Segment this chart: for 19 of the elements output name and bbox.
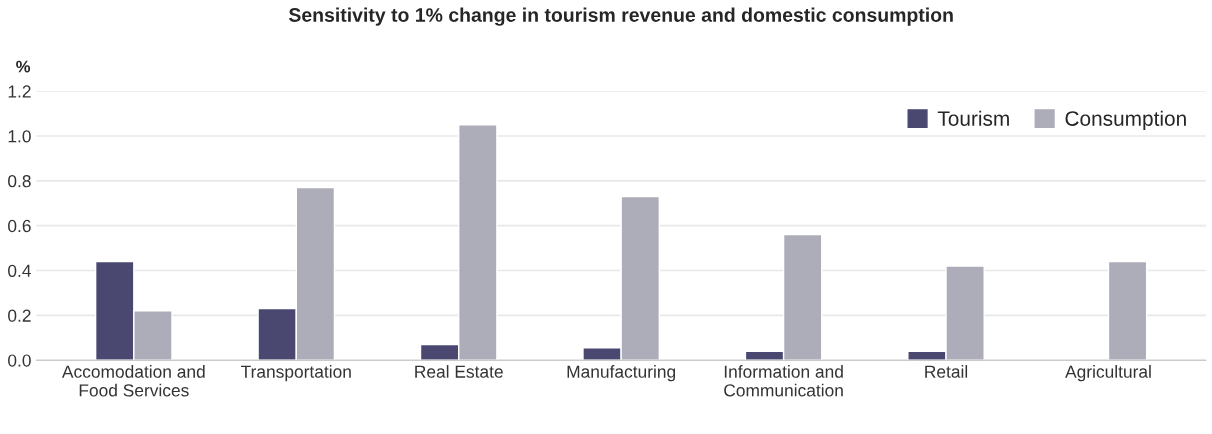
x-tick-label: Information and Communication [724, 365, 843, 397]
legend-label: Tourism [937, 110, 1009, 126]
y-axis-title: % [16, 60, 31, 73]
y-tick-label: 0.8 [8, 175, 31, 188]
x-tick-label: Accomodation and Food Services [61, 365, 205, 397]
x-tick-label: Transportation [241, 365, 351, 382]
x-tick-label: Real Estate [415, 365, 503, 378]
y-tick-label: 1.2 [8, 85, 31, 98]
legend-label: Consumption [1065, 110, 1186, 131]
y-tick-label: 0.2 [8, 309, 31, 322]
y-tick-label: 0.0 [8, 354, 31, 367]
x-tick-label: Manufacturing [567, 365, 676, 382]
y-tick-label: 0.6 [8, 219, 31, 233]
y-tick-label: 1.0 [8, 130, 31, 143]
y-tick-label: 0.4 [8, 264, 31, 277]
x-tick-label: Agricultural [1065, 365, 1151, 382]
bar [1107, 260, 1148, 361]
chart-title: Sensitivity to 1% change in tourism revenue and domestic consumption [288, 7, 953, 26]
x-tick-label: Retail [925, 365, 968, 378]
